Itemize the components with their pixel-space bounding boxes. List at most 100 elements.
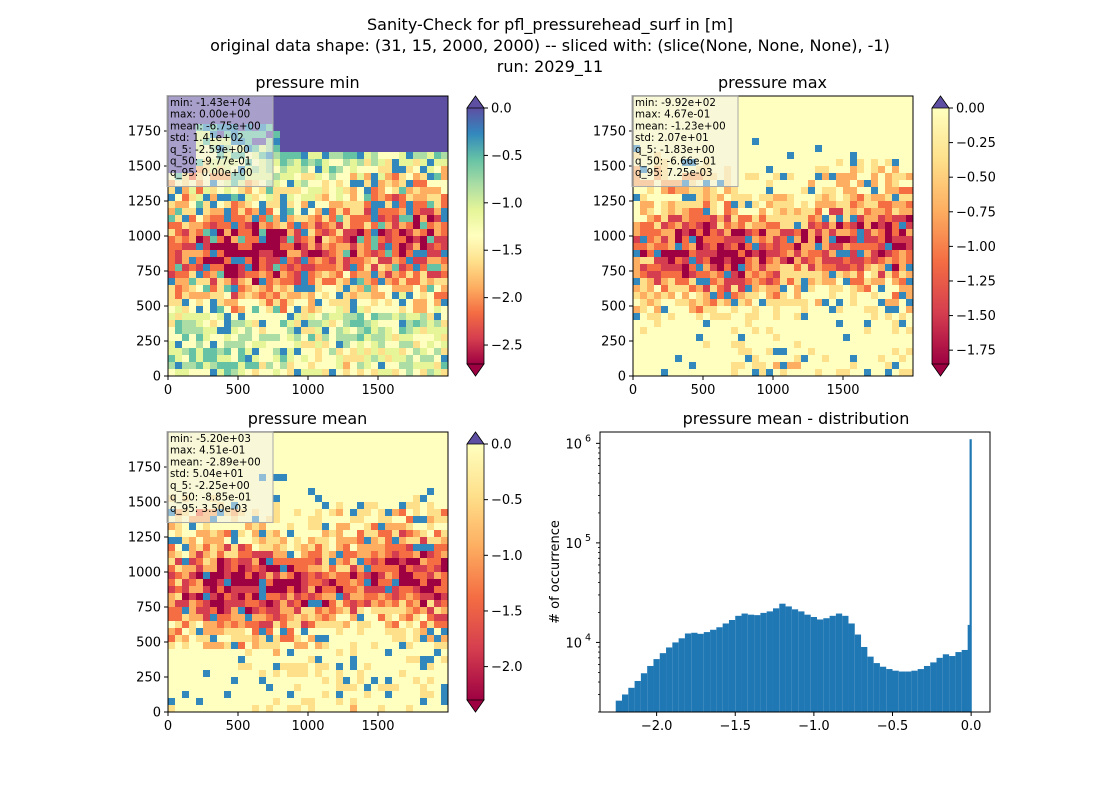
heatmap-cell <box>654 187 661 194</box>
heatmap-cell <box>836 257 843 264</box>
heatmap-cell <box>217 614 224 621</box>
heatmap-cell <box>329 229 336 236</box>
heatmap-cell <box>434 614 441 621</box>
heatmap-cell <box>413 243 420 250</box>
heatmap-cell <box>280 208 287 215</box>
heatmap-cell <box>724 208 731 215</box>
heatmap-cell <box>857 180 864 187</box>
heatmap-cell <box>717 236 724 243</box>
heatmap-cell <box>420 488 427 495</box>
heatmap-cell <box>175 663 182 670</box>
heatmap-cell <box>175 264 182 271</box>
heatmap-cell <box>640 299 647 306</box>
heatmap-cell <box>266 250 273 257</box>
heatmap-cell <box>829 201 836 208</box>
heatmap-cell <box>759 194 766 201</box>
colorbar-tick-label: −0.75 <box>956 205 996 220</box>
heatmap-cell <box>252 670 259 677</box>
heatmap-cell <box>427 180 434 187</box>
heatmap-cell <box>808 341 815 348</box>
heatmap-cell <box>371 460 378 467</box>
heatmap-cell <box>441 565 448 572</box>
heatmap-cell <box>182 593 189 600</box>
heatmap-cell <box>420 229 427 236</box>
heatmap-cell <box>224 278 231 285</box>
heatmap-cell <box>752 166 759 173</box>
heatmap-cell <box>731 187 738 194</box>
heatmap-cell <box>773 341 780 348</box>
heatmap-cell <box>322 607 329 614</box>
heatmap-cell <box>871 131 878 138</box>
heatmap-cell <box>224 642 231 649</box>
heatmap-cell <box>427 299 434 306</box>
heatmap-cell <box>413 222 420 229</box>
heatmap-cell <box>717 341 724 348</box>
heatmap-cell <box>287 474 294 481</box>
heatmap-cell <box>301 173 308 180</box>
heatmap-cell <box>266 586 273 593</box>
heatmap-cell <box>406 103 413 110</box>
heatmap-cell <box>343 159 350 166</box>
heatmap-cell <box>703 271 710 278</box>
heatmap-cell <box>413 565 420 572</box>
heatmap-cell <box>752 236 759 243</box>
heatmap-cell <box>301 117 308 124</box>
heatmap-cell <box>196 649 203 656</box>
heatmap-cell <box>801 180 808 187</box>
heatmap-cell <box>885 124 892 131</box>
heatmap-cell <box>224 320 231 327</box>
heatmap-cell <box>196 579 203 586</box>
heatmap-cell <box>441 201 448 208</box>
heatmap-cell <box>385 208 392 215</box>
heatmap-cell <box>717 278 724 285</box>
heatmap-cell <box>420 327 427 334</box>
heatmap-cell <box>301 180 308 187</box>
heatmap-cell <box>752 110 759 117</box>
heatmap-cell <box>287 334 294 341</box>
heatmap-cell <box>196 320 203 327</box>
heatmap-cell <box>857 152 864 159</box>
heatmap-cell <box>308 670 315 677</box>
heatmap-cell <box>336 670 343 677</box>
heatmap-cell <box>633 243 640 250</box>
heatmap-cell <box>287 530 294 537</box>
heatmap-cell <box>406 271 413 278</box>
heatmap-cell <box>738 334 745 341</box>
heatmap-cell <box>843 250 850 257</box>
heatmap-cell <box>441 215 448 222</box>
heatmap-cell <box>315 180 322 187</box>
heatmap-cell <box>378 236 385 243</box>
heatmap-cell <box>864 96 871 103</box>
heatmap-cell <box>182 635 189 642</box>
heatmap-cell <box>885 131 892 138</box>
heatmap-cell <box>210 306 217 313</box>
heatmap-cell <box>189 201 196 208</box>
heatmap-cell <box>399 544 406 551</box>
heatmap-cell <box>301 285 308 292</box>
heatmap-cell <box>273 173 280 180</box>
heatmap-cell <box>689 264 696 271</box>
heatmap-cell <box>427 117 434 124</box>
heatmap-cell <box>829 243 836 250</box>
heatmap-cell <box>717 229 724 236</box>
heatmap-cell <box>189 663 196 670</box>
heatmap-cell <box>378 656 385 663</box>
heatmap-cell <box>420 530 427 537</box>
heatmap-cell <box>280 348 287 355</box>
heatmap-cell <box>329 341 336 348</box>
heatmap-cell <box>273 110 280 117</box>
heatmap-cell <box>378 495 385 502</box>
heatmap-cell <box>371 208 378 215</box>
heatmap-cell <box>906 341 913 348</box>
heatmap-cell <box>759 229 766 236</box>
heatmap-cell <box>427 439 434 446</box>
heatmap-cell <box>878 292 885 299</box>
heatmap-cell <box>308 215 315 222</box>
heatmap-cell <box>885 327 892 334</box>
y-tick-label: 500 <box>136 636 161 651</box>
heatmap-cell <box>189 334 196 341</box>
heatmap-cell <box>336 327 343 334</box>
heatmap-cell <box>420 362 427 369</box>
heatmap-cell <box>315 614 322 621</box>
heatmap-cell <box>252 677 259 684</box>
